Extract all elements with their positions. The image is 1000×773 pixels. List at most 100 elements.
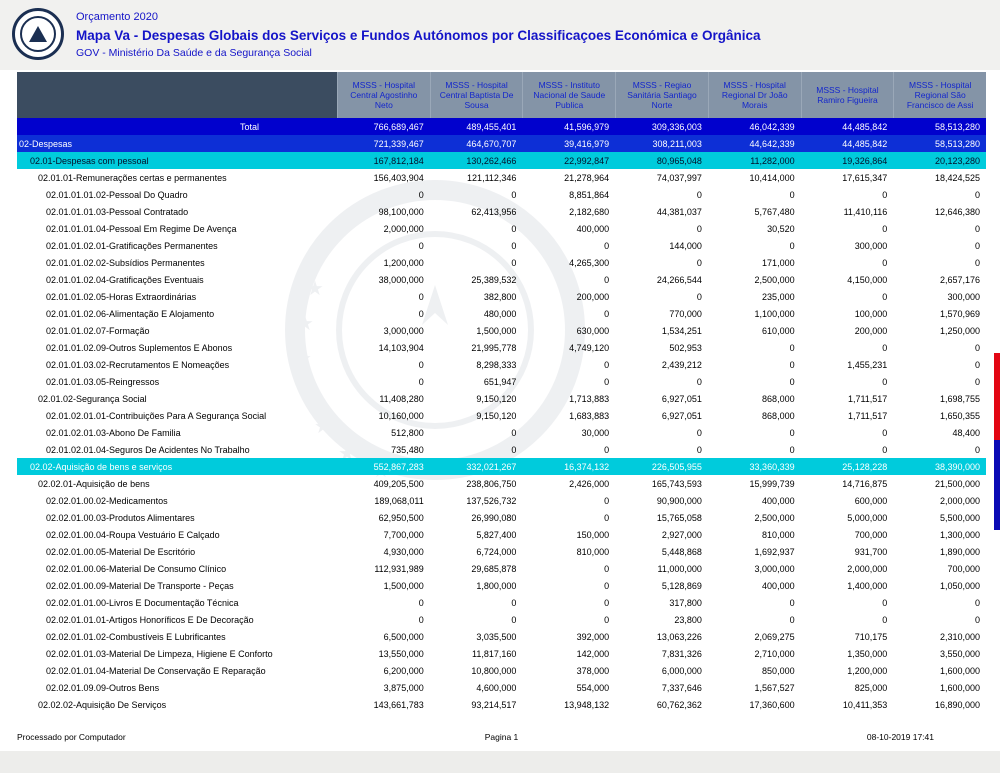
cell-value: 44,642,339 [749, 138, 795, 149]
cell-value: 309,336,003 [651, 121, 702, 132]
cell-value: 651,947 [483, 376, 517, 387]
cell-value: 0 [882, 597, 888, 608]
cell-value: 11,408,280 [379, 393, 424, 404]
column-header: MSSS - Hospital Regional Dr João Morais [707, 72, 801, 118]
cell-value: 0 [789, 376, 795, 387]
cell-value: 0 [604, 359, 610, 370]
cell-value: 0 [418, 597, 424, 608]
cell-value: 2,310,000 [939, 631, 981, 642]
cell-value: 165,743,593 [651, 478, 702, 489]
cell-value: 0 [418, 240, 424, 251]
cell-value: 868,000 [762, 410, 795, 421]
cell-value: 4,150,000 [847, 274, 888, 285]
cell-value: 2,927,000 [661, 529, 702, 540]
cell-value: 0 [882, 376, 888, 387]
cell-value: 0 [604, 563, 610, 574]
cell-value: 11,282,000 [750, 155, 795, 166]
table-row: 02.02.01.01.00-Livros E Documentação Téc… [17, 594, 986, 611]
cell-value: 60,762,362 [656, 699, 702, 710]
cell-value: 11,410,116 [843, 206, 888, 217]
cell-value: 20,123,280 [934, 155, 981, 166]
cell-value: 0 [604, 240, 610, 251]
cell-value: 93,214,517 [471, 699, 517, 710]
cell-value: 0 [975, 223, 981, 234]
cell-value: 5,827,400 [476, 529, 517, 540]
cell-value: 62,950,500 [378, 512, 424, 523]
cell-value: 5,767,480 [754, 206, 795, 217]
cell-value: 710,175 [854, 631, 888, 642]
footer-processed-label: Processado por Computador [17, 732, 126, 742]
cell-value: 721,339,467 [373, 138, 424, 149]
cell-value: 1,100,000 [754, 308, 795, 319]
cell-value: 9,150,120 [476, 410, 517, 421]
cell-value: 15,765,058 [656, 512, 702, 523]
cell-value: 2,500,000 [754, 512, 795, 523]
cell-value: 392,000 [576, 631, 610, 642]
cell-value: 2,710,000 [754, 648, 795, 659]
table-row: 02.02.01.00.09-Material De Transporte - … [17, 577, 986, 594]
cell-value: 610,000 [762, 325, 795, 336]
row-label: 02-Despesas [19, 138, 73, 149]
row-label: 02.02.01.00.04-Roupa Vestuário E Calçado [46, 529, 220, 540]
cell-value: 6,200,000 [383, 665, 424, 676]
cell-value: 0 [975, 189, 981, 200]
report-title: Mapa Va - Despesas Globais dos Serviços … [76, 28, 761, 43]
table-row: 02.02.01.01.02-Combustíveis E Lubrifican… [17, 628, 986, 645]
cell-value: 700,000 [947, 563, 981, 574]
cell-value: 0 [418, 291, 424, 302]
cell-value: 1,200,000 [383, 257, 424, 268]
cell-value: 0 [604, 495, 610, 506]
row-label: 02.01.01.02.02-Subsídios Permanentes [46, 257, 205, 268]
cell-value: 308,211,003 [652, 138, 702, 149]
cell-value: 317,800 [669, 597, 702, 608]
row-label: 02.02.01.00.09-Material De Transporte - … [46, 580, 234, 591]
cell-value: 4,930,000 [383, 546, 424, 557]
red-edge-marker [994, 353, 1000, 440]
cell-value: 1,567,527 [754, 682, 795, 693]
cell-value: 0 [604, 444, 610, 455]
cell-value: 200,000 [576, 291, 610, 302]
cell-value: 10,160,000 [378, 410, 424, 421]
cell-value: 0 [604, 614, 610, 625]
table-row: 02.01.01.02.07-Formação 3,000,000 1,500,00… [17, 322, 986, 339]
cell-value: 630,000 [576, 325, 610, 336]
cell-value: 150,000 [576, 529, 610, 540]
cell-value: 167,812,184 [373, 155, 424, 166]
cell-value: 766,689,467 [373, 121, 424, 132]
ministry-subtitle: GOV - Ministério Da Saúde e da Segurança… [76, 47, 312, 59]
cell-value: 13,550,000 [378, 648, 424, 659]
table-row: 02.02.01.01.04-Material De Conservação E… [17, 662, 986, 679]
budget-title: Orçamento 2020 [76, 11, 158, 23]
table-row: 02.02-Aquisição de bens e serviços 552,86… [17, 458, 986, 475]
table-row: 02.02.01.00.02-Medicamentos 189,068,011 13… [17, 492, 986, 509]
cell-value: 38,000,000 [378, 274, 424, 285]
cell-value: 1,570,969 [939, 308, 981, 319]
cell-value: 810,000 [576, 546, 610, 557]
cell-value: 1,698,755 [939, 393, 981, 404]
cell-value: 1,050,000 [939, 580, 981, 591]
cell-value: 300,000 [947, 291, 981, 302]
row-label: Total [239, 121, 259, 132]
cell-value: 1,600,000 [939, 665, 981, 676]
cell-value: 0 [418, 614, 424, 625]
cell-value: 21,500,000 [934, 478, 981, 489]
cell-value: 1,713,883 [569, 393, 610, 404]
coat-of-arms-icon [12, 8, 64, 60]
cell-value: 0 [882, 342, 888, 353]
cell-value: 1,350,000 [847, 648, 888, 659]
cell-value: 0 [882, 614, 888, 625]
cell-value: 44,485,842 [842, 138, 888, 149]
table-row: 02.02.01.01.03-Material De Limpeza, Higi… [17, 645, 986, 662]
cell-value: 2,500,000 [754, 274, 795, 285]
cell-value: 850,000 [762, 665, 795, 676]
cell-value: 0 [604, 512, 610, 523]
table-row: 02.02.01.00.04-Roupa Vestuário E Calçado… [17, 526, 986, 543]
table-row: 02.01.02.01.03-Abono De Familia 512,800 0 3… [17, 424, 986, 441]
cell-value: 1,455,231 [847, 359, 888, 370]
footer-page-number: Pagina 1 [484, 732, 519, 742]
cell-value: 5,000,000 [847, 512, 888, 523]
cell-value: 0 [696, 223, 702, 234]
table-row: 02.01.01.01.04-Pessoal Em Regime De Aven… [17, 220, 986, 237]
cell-value: 0 [789, 342, 795, 353]
cell-value: 0 [975, 376, 981, 387]
